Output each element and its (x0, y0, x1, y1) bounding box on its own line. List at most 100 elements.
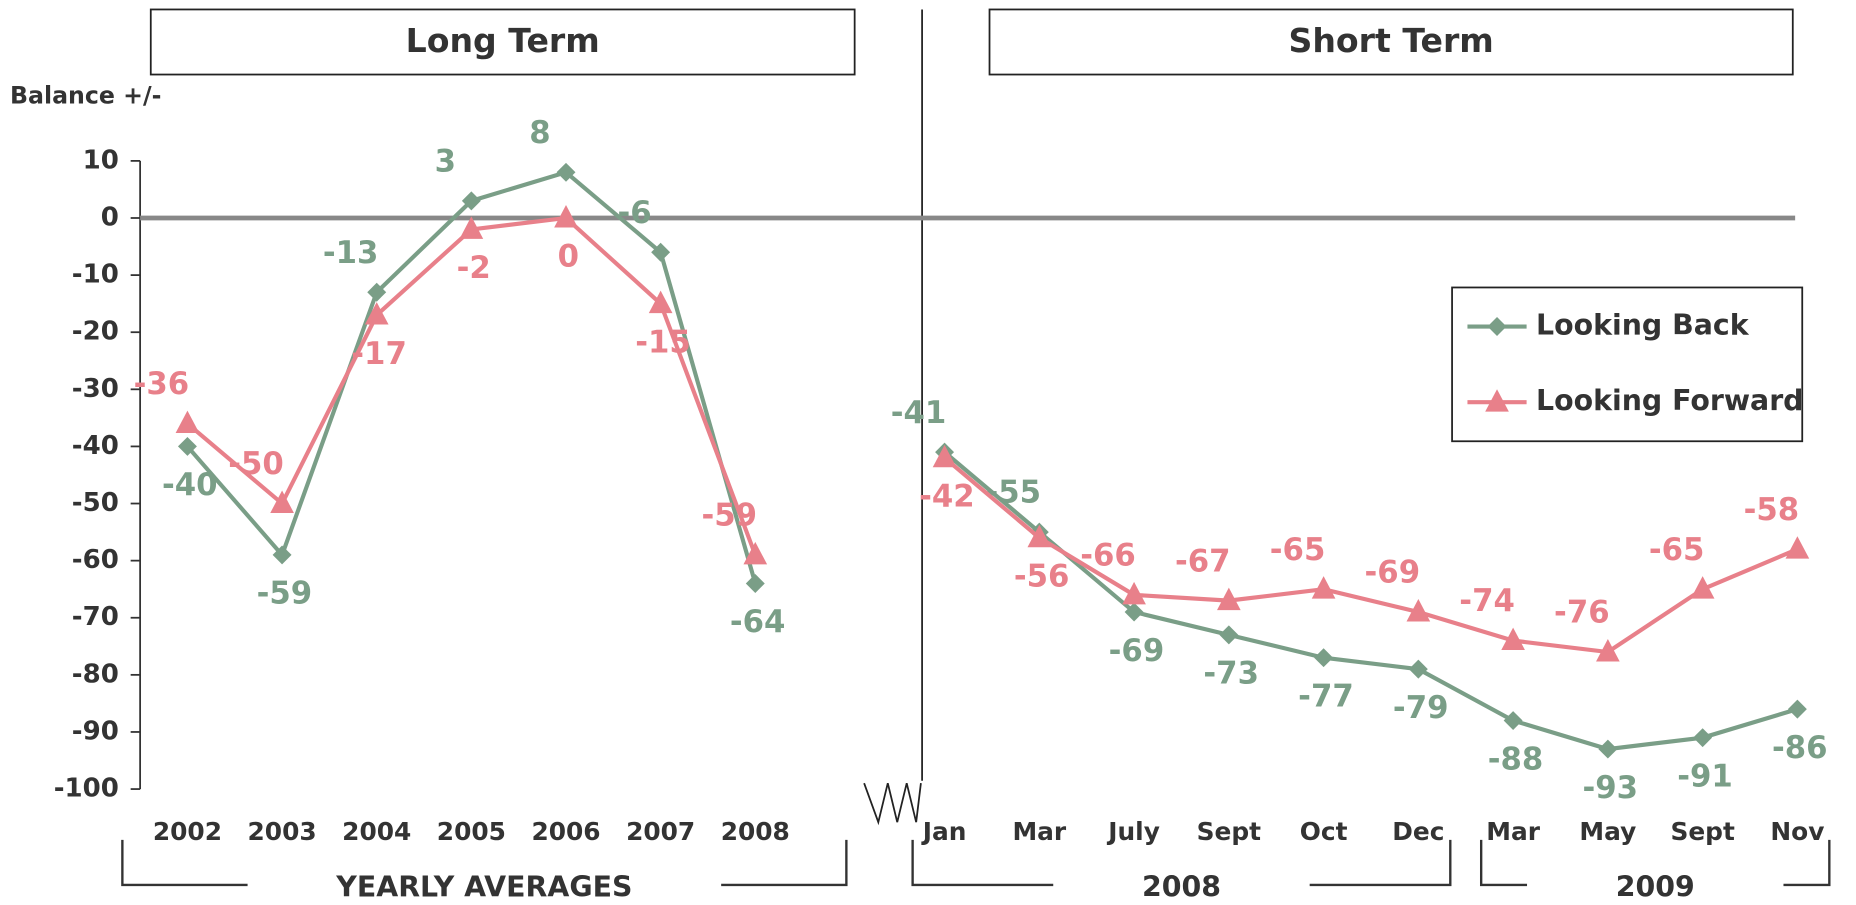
x-tick-label: Sept (1670, 817, 1734, 846)
data-label: -36 (134, 366, 190, 402)
marker (1408, 659, 1428, 679)
data-label: 3 (435, 144, 456, 180)
data-label: -64 (730, 604, 786, 640)
marker (1487, 317, 1507, 336)
data-label: 0 (558, 239, 579, 275)
marker (364, 302, 389, 325)
x-tick-label: Jan (921, 817, 967, 846)
data-label: -59 (257, 576, 313, 612)
marker (1787, 699, 1807, 719)
marker (648, 290, 673, 314)
x-tick-label: Sept (1197, 817, 1261, 846)
data-label: -65 (1649, 532, 1705, 568)
group-bracket (121, 839, 248, 887)
x-tick-label: 2008 (721, 817, 790, 846)
marker (1314, 648, 1334, 668)
x-tick-label: Oct (1300, 817, 1348, 846)
data-label: -86 (1772, 730, 1828, 766)
y-tick-label: 0 (101, 202, 119, 232)
marker (1027, 524, 1052, 548)
marker (1485, 389, 1509, 412)
y-tick-label: -10 (72, 260, 119, 290)
data-label: -40 (162, 467, 218, 503)
marker (745, 574, 765, 593)
y-tick-label: -80 (72, 659, 119, 689)
data-label: -13 (323, 235, 379, 271)
group-label: 2008 (1142, 870, 1221, 903)
data-label: -56 (1014, 559, 1070, 595)
legend-label: Looking Back (1536, 309, 1750, 342)
marker (1122, 581, 1146, 605)
series-line (943, 450, 1798, 752)
data-label: -65 (1270, 532, 1326, 568)
marker (1693, 728, 1713, 748)
group-bracket (1479, 839, 1528, 887)
data-label: -73 (1203, 656, 1259, 692)
data-label: -76 (1554, 595, 1610, 631)
marker (1690, 576, 1715, 599)
x-tick-label: Mar (1012, 817, 1066, 846)
x-tick-label: May (1579, 817, 1636, 846)
data-label: -59 (701, 498, 757, 534)
x-tick-label: 2005 (437, 817, 506, 846)
y-tick-label: -40 (72, 431, 119, 461)
data-label: -91 (1677, 758, 1733, 794)
legend-box (1451, 286, 1804, 443)
marker (743, 541, 768, 565)
marker (367, 282, 387, 302)
data-label: -42 (919, 479, 975, 515)
marker (177, 436, 197, 456)
marker (1503, 711, 1523, 731)
marker (272, 545, 292, 565)
panel-title-box (988, 8, 1794, 76)
data-label: -58 (1744, 492, 1800, 528)
data-label: -88 (1488, 741, 1544, 777)
y-tick-label: 10 (83, 145, 119, 175)
x-tick-label: 2007 (626, 817, 695, 846)
panel-title: Long Term (406, 21, 600, 60)
group-bracket (721, 839, 848, 887)
data-label: -55 (986, 475, 1042, 511)
marker (1596, 638, 1620, 662)
data-label: 8 (529, 115, 550, 151)
data-label: -79 (1393, 690, 1449, 726)
data-label: -69 (1365, 555, 1421, 591)
group-bracket (1309, 839, 1452, 887)
y-tick-label: -30 (72, 374, 119, 404)
data-label: -69 (1109, 633, 1165, 669)
panel-title: Short Term (1288, 21, 1493, 60)
y-tick-label: -100 (54, 774, 119, 804)
y-tick-label: -60 (72, 545, 119, 575)
data-label: -50 (228, 446, 284, 482)
group-bracket (911, 839, 1054, 887)
marker (554, 204, 578, 228)
data-label: -41 (891, 395, 947, 431)
group-label: 2009 (1616, 870, 1695, 903)
marker (1785, 536, 1810, 559)
data-label: -15 (635, 324, 691, 360)
marker (1124, 602, 1144, 622)
marker (1598, 739, 1618, 759)
y-tick-label: -70 (72, 602, 119, 632)
x-tick-label: 2006 (531, 817, 600, 846)
data-label: -66 (1080, 538, 1136, 574)
y-tick-label: -20 (72, 317, 119, 347)
marker (1219, 625, 1239, 645)
panel-title-box (149, 8, 856, 76)
x-tick-label: July (1106, 817, 1160, 846)
series-line (943, 456, 1799, 655)
y-tick-label: -90 (72, 716, 119, 746)
group-bracket (1783, 839, 1831, 887)
marker (270, 490, 294, 513)
data-label: -17 (351, 336, 407, 372)
x-tick-label: 2004 (342, 817, 411, 846)
marker (459, 216, 484, 239)
legend-label: Looking Forward (1536, 384, 1803, 417)
y-axis-label: Balance +/- (10, 82, 162, 110)
marker (1501, 627, 1525, 651)
data-label: -6 (618, 195, 652, 231)
data-label: -67 (1175, 543, 1231, 579)
data-label: -74 (1459, 583, 1515, 619)
x-tick-label: Nov (1770, 817, 1824, 846)
